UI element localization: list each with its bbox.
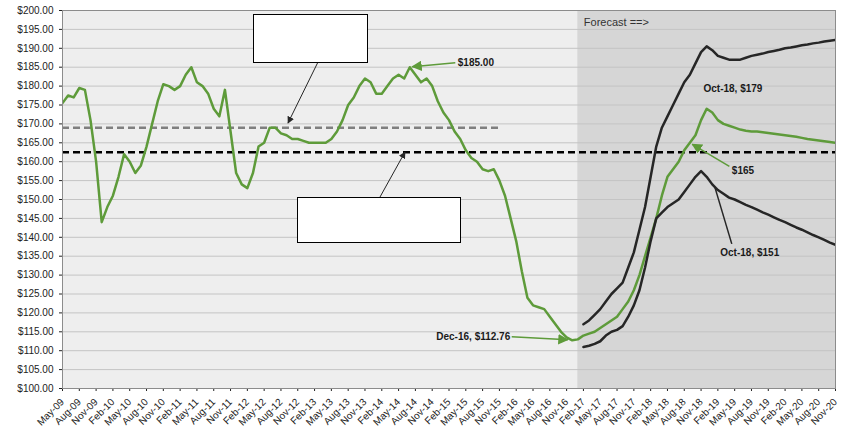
svg-text:$145.00: $145.00 (17, 213, 54, 224)
svg-text:$155.00: $155.00 (17, 175, 54, 186)
svg-text:$190.00: $190.00 (17, 43, 54, 54)
svg-text:Nov-15: Nov-15 (472, 396, 504, 427)
svg-text:$110.00: $110.00 (18, 345, 54, 356)
svg-text:$100.00: $100.00 (17, 383, 54, 394)
svg-text:Nov-11: Nov-11 (204, 396, 235, 427)
svg-text:$115.00: $115.00 (18, 326, 54, 337)
svg-text:$165: $165 (732, 165, 755, 176)
svg-text:May-09: May-09 (34, 396, 67, 428)
svg-text:$195.00: $195.00 (17, 24, 54, 35)
svg-text:Aug-17: Aug-17 (590, 396, 621, 427)
svg-text:May-17: May-17 (572, 396, 604, 428)
svg-text:Nov-09: Nov-09 (69, 396, 100, 427)
svg-text:Feb-12: Feb-12 (220, 396, 251, 427)
svg-text:Feb-16: Feb-16 (489, 396, 520, 427)
svg-text:$135.00: $135.00 (17, 250, 54, 261)
svg-text:Aug-11: Aug-11 (187, 396, 218, 427)
svg-text:May-15: May-15 (438, 396, 470, 428)
svg-text:$175.00: $175.00 (17, 99, 54, 110)
svg-text:May-20: May-20 (774, 396, 806, 428)
svg-text:Feb-20: Feb-20 (758, 396, 789, 427)
svg-text:Feb-15: Feb-15 (422, 396, 453, 427)
svg-text:Aug-15: Aug-15 (455, 396, 487, 427)
svg-text:May-10: May-10 (102, 396, 134, 428)
svg-text:Aug-09: Aug-09 (52, 396, 83, 427)
svg-text:Aug-20: Aug-20 (791, 396, 823, 427)
svg-text:$165.00: $165.00 (17, 137, 54, 148)
svg-text:Nov-12: Nov-12 (270, 396, 302, 427)
svg-text:$185.00: $185.00 (17, 61, 54, 72)
svg-text:Dec-16, $112.76: Dec-16, $112.76 (436, 331, 510, 342)
svg-text:Feb-19: Feb-19 (691, 396, 722, 427)
svg-text:$180.00: $180.00 (17, 80, 54, 91)
svg-text:Oct-18, $151: Oct-18, $151 (720, 247, 779, 258)
svg-text:$125.00: $125.00 (17, 288, 54, 299)
svg-text:Nov-16: Nov-16 (539, 396, 571, 427)
svg-text:Aug-16: Aug-16 (522, 396, 554, 427)
svg-text:May-11: May-11 (169, 396, 201, 428)
svg-text:$150.00: $150.00 (17, 194, 54, 205)
svg-text:Aug-18: Aug-18 (657, 396, 688, 427)
svg-text:$140.00: $140.00 (17, 232, 54, 243)
svg-text:May-16: May-16 (505, 396, 537, 428)
svg-text:Feb-13: Feb-13 (288, 396, 319, 427)
svg-text:Nov-10: Nov-10 (136, 396, 167, 427)
svg-text:May-19: May-19 (707, 396, 739, 428)
svg-text:Aug-12: Aug-12 (254, 396, 285, 427)
svg-text:$120.00: $120.00 (17, 307, 54, 318)
svg-text:Nov-18: Nov-18 (674, 396, 705, 427)
svg-text:$130.00: $130.00 (17, 269, 54, 280)
svg-text:Aug-14: Aug-14 (388, 396, 420, 427)
svg-text:Aug-19: Aug-19 (724, 396, 756, 427)
svg-text:Aug-10: Aug-10 (119, 396, 151, 427)
svg-text:Feb-14: Feb-14 (355, 396, 386, 427)
svg-text:$200.00: $200.00 (17, 5, 54, 16)
svg-text:May-18: May-18 (639, 396, 672, 428)
svg-text:May-14: May-14 (370, 396, 403, 428)
svg-text:Nov-13: Nov-13 (338, 396, 369, 427)
svg-text:$170.00: $170.00 (17, 118, 54, 129)
svg-text:Nov-17: Nov-17 (606, 396, 638, 427)
svg-text:$185.00: $185.00 (458, 57, 495, 68)
svg-text:Feb-17: Feb-17 (556, 396, 588, 427)
svg-text:$105.00: $105.00 (17, 364, 54, 375)
svg-text:Feb-10: Feb-10 (86, 396, 117, 427)
svg-text:Nov-19: Nov-19 (741, 396, 772, 427)
svg-text:$160.00: $160.00 (17, 156, 54, 167)
svg-text:Nov-14: Nov-14 (405, 396, 436, 427)
svg-text:May-12: May-12 (236, 396, 268, 428)
svg-text:Forecast ==>: Forecast ==> (584, 16, 649, 28)
svg-text:Nov-20: Nov-20 (809, 396, 840, 427)
svg-text:Feb-11: Feb-11 (154, 396, 184, 426)
svg-text:May-13: May-13 (303, 396, 335, 428)
svg-text:Feb-18: Feb-18 (624, 396, 655, 427)
svg-text:Aug-13: Aug-13 (321, 396, 352, 427)
svg-text:Oct-18, $179: Oct-18, $179 (703, 83, 762, 94)
